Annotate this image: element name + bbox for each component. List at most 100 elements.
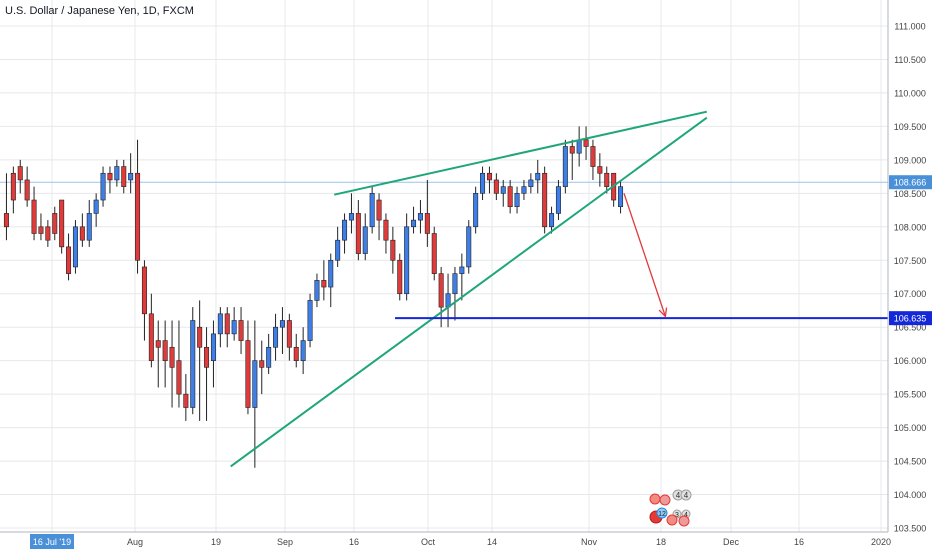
candle-body <box>452 273 458 295</box>
price-label-text: 108.666 <box>894 178 927 188</box>
candle-body <box>383 219 389 241</box>
candle-body <box>342 219 348 241</box>
candle-body <box>10 172 16 201</box>
time-tick-label: 2020 <box>871 537 891 547</box>
event-badge-a[interactable]: 4 4 <box>649 489 692 506</box>
time-axis-background <box>0 532 888 550</box>
event-badge-b[interactable]: 12 3 4 <box>649 507 691 527</box>
candle-body <box>590 146 596 167</box>
trendline-lower[interactable] <box>230 116 708 468</box>
candle-body <box>273 326 279 348</box>
candle-body <box>562 146 568 187</box>
count-bubble <box>680 489 692 501</box>
projection-arrow-line[interactable] <box>623 193 667 317</box>
candle-body <box>466 226 472 268</box>
price-tick-label: 109.000 <box>894 155 927 165</box>
candle-body <box>245 340 251 408</box>
candles-layer <box>3 126 624 468</box>
candle-body <box>66 246 72 274</box>
candle-body <box>17 166 23 181</box>
flag-icon <box>678 515 690 527</box>
candle-body <box>197 326 203 348</box>
trendline-upper[interactable] <box>333 110 708 196</box>
candle-body <box>618 186 624 208</box>
candle-body <box>176 360 182 395</box>
flag-icon <box>666 514 678 526</box>
time-tick-label: 16 <box>349 537 359 547</box>
candle-body <box>362 226 368 254</box>
candle-body <box>507 186 513 208</box>
candle-body <box>59 199 65 248</box>
price-axis-background <box>888 0 932 550</box>
candle-body <box>155 340 161 348</box>
candle-body <box>424 213 430 234</box>
price-axis[interactable]: 103.500 104.000 104.500 105.000 105.500 106.0… <box>887 0 932 550</box>
drawings-layer[interactable] <box>230 110 888 468</box>
time-tick-label: Oct <box>421 537 436 547</box>
price-tick-label: 104.500 <box>894 457 927 467</box>
candle-body <box>355 213 361 254</box>
candle-body <box>521 186 527 194</box>
candle-body <box>528 179 534 187</box>
candle-body <box>328 259 334 288</box>
candle-body <box>24 179 30 201</box>
candle-body <box>569 146 575 154</box>
price-tick-label: 105.000 <box>894 423 927 433</box>
candle-body <box>286 320 292 348</box>
price-tick-label: 106.000 <box>894 356 927 366</box>
candle-body <box>542 172 548 228</box>
price-label-box <box>889 311 932 326</box>
price-tick-label: 107.000 <box>894 289 927 299</box>
candle-body <box>148 313 154 361</box>
candle-body <box>411 219 417 228</box>
price-tick-label: 107.500 <box>894 256 927 266</box>
projection-arrow-head[interactable] <box>658 307 668 318</box>
candle-body <box>535 172 541 181</box>
candle-body <box>514 193 520 208</box>
candle-body <box>390 239 396 261</box>
candle-body <box>114 166 120 181</box>
price-tick-label: 111.000 <box>894 22 925 32</box>
price-tick-label: 110.500 <box>894 55 926 65</box>
candle-body <box>576 139 582 154</box>
count-text: 4 <box>684 512 688 519</box>
price-tick-label: 104.000 <box>894 490 927 500</box>
time-axis[interactable]: 16 Jul '19 Aug 19 Sep 16 Oct 14 Nov 18 Dec 16 2020 <box>0 531 891 550</box>
time-tick-label: Aug <box>127 537 143 547</box>
candle-body <box>135 172 141 261</box>
price-tick-label: 108.500 <box>894 189 927 199</box>
candle-body <box>3 213 9 228</box>
candle-body <box>369 193 375 228</box>
candle-body <box>486 172 492 181</box>
candle-body <box>459 266 465 274</box>
candle-body <box>404 226 410 295</box>
candle-body <box>45 226 51 241</box>
count-text: 4 <box>684 491 689 500</box>
price-tick-label: 108.000 <box>894 222 927 232</box>
price-tick-label: 110.000 <box>894 88 926 98</box>
price-tick-label: 105.500 <box>894 390 927 400</box>
candle-body <box>321 280 327 288</box>
time-tick-label: 16 Jul '19 <box>33 537 71 547</box>
candle-body <box>431 233 437 274</box>
count-bubble <box>656 507 668 519</box>
event-badges[interactable]: 4 4 12 3 4 <box>649 489 692 527</box>
candle-body <box>31 199 37 234</box>
time-tick-label: Nov <box>581 537 598 547</box>
candle-body <box>604 172 610 187</box>
price-tick-label: 109.500 <box>894 122 927 132</box>
price-label-box <box>889 175 932 190</box>
candle-body <box>259 360 265 368</box>
candle-body <box>169 346 175 368</box>
candle-body <box>397 259 403 295</box>
candle-body <box>107 172 113 181</box>
candle-body <box>597 166 603 174</box>
candle-body <box>93 199 99 214</box>
price-label-text: 106.635 <box>894 314 927 324</box>
candle-body <box>128 172 134 181</box>
candle-body <box>314 280 320 301</box>
flag-icon <box>649 493 661 505</box>
